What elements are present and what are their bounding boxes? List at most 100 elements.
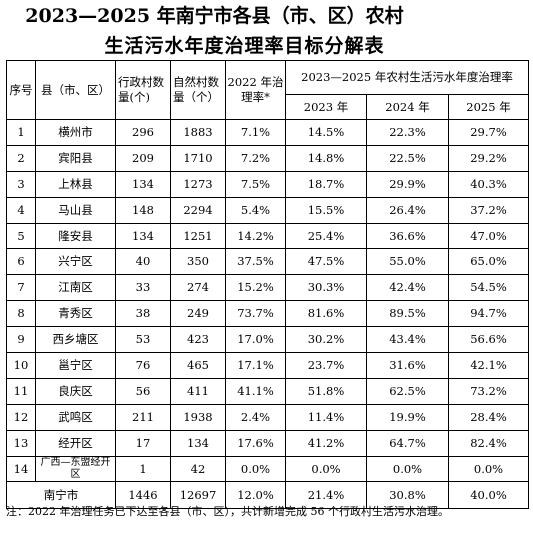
row-rate-2022: 41.1% (225, 377, 286, 405)
row-rate-2023: 18.7% (285, 170, 367, 198)
row-county: 兴宁区 (35, 248, 116, 276)
row-rate-2022: 7.1% (225, 119, 286, 146)
row-rate-2024: 19.9% (366, 403, 449, 431)
row-seq: 8 (6, 300, 36, 328)
row-rate-2022: 15.2% (225, 274, 286, 302)
document-title-line2: 生活污水年度治理率目标分解表 (104, 35, 385, 57)
row-rate-2024: 62.5% (366, 377, 449, 405)
header-county: 县（市、区） (35, 60, 116, 120)
row-natural-villages: 249 (170, 300, 226, 328)
footnote: 注：2022 年治理任务已下达至各县（市、区），共计新增完成 56 个行政村生活… (6, 505, 449, 518)
row-rate-2025: 42.1% (447, 352, 530, 379)
table-row: 10 邕宁区 76 465 17.1% 23.7% 31.6% 42.1% (6, 352, 530, 379)
row-natural-villages: 465 (170, 352, 226, 379)
total-row: 南宁市 1446 12697 12.0% 21.4% 30.8% 40.0% (6, 481, 530, 510)
row-rate-2025: 82.4% (447, 429, 530, 457)
row-rate-2024: 55.0% (366, 248, 449, 276)
row-rate-2024: 29.9% (366, 170, 449, 198)
row-rate-2023: 25.4% (285, 222, 367, 250)
row-rate-2022: 17.0% (225, 326, 286, 354)
row-seq: 14 (6, 455, 36, 483)
row-natural-villages: 350 (170, 248, 226, 276)
row-seq: 13 (6, 429, 36, 457)
table-row: 3 上林县 134 1273 7.5% 18.7% 29.9% 40.3% (6, 170, 530, 198)
header-2025: 2025 年 (447, 94, 530, 120)
row-rate-2024: 22.5% (366, 144, 449, 172)
row-admin-villages: 134 (115, 222, 171, 250)
row-rate-2025: 0.0% (447, 455, 530, 483)
table-row: 9 西乡塘区 53 423 17.0% 30.2% 43.4% 56.6% (6, 326, 530, 354)
row-rate-2025: 37.2% (447, 196, 530, 224)
row-natural-villages: 1710 (170, 144, 226, 172)
row-rate-2022: 73.7% (225, 300, 286, 328)
row-seq: 9 (6, 326, 36, 354)
row-rate-2023: 51.8% (285, 377, 367, 405)
row-rate-2024: 26.4% (366, 196, 449, 224)
row-rate-2022: 17.6% (225, 429, 286, 457)
row-rate-2024: 64.7% (366, 429, 449, 457)
row-county: 武鸣区 (35, 403, 116, 431)
table-row: 6 兴宁区 40 350 37.5% 47.5% 55.0% 65.0% (6, 248, 530, 276)
header-natural-villages: 自然村数量（个） (170, 60, 226, 120)
row-natural-villages: 134 (170, 429, 226, 457)
row-admin-villages: 76 (115, 352, 171, 379)
table-row: 11 良庆区 56 411 41.1% 51.8% 62.5% 73.2% (6, 377, 530, 405)
header-2024: 2024 年 (366, 94, 449, 120)
total-r2025: 40.0% (447, 481, 530, 510)
row-natural-villages: 1883 (170, 119, 226, 146)
total-r2022: 12.0% (225, 481, 286, 510)
row-rate-2025: 65.0% (447, 248, 530, 276)
row-admin-villages: 56 (115, 377, 171, 405)
row-seq: 4 (6, 196, 36, 224)
target-table: 序号 县（市、区） 行政村数量(个) 自然村数量（个） 2022 年治理率* 2… (6, 60, 530, 510)
header-rate-2022: 2022 年治理率* (225, 60, 286, 120)
row-rate-2022: 17.1% (225, 352, 286, 379)
row-county: 隆安县 (35, 222, 116, 250)
row-rate-2025: 28.4% (447, 403, 530, 431)
row-rate-2022: 14.2% (225, 222, 286, 250)
row-rate-2025: 56.6% (447, 326, 530, 354)
document-title-line1: 2023—2025 年南宁市各县（市、区）农村 (25, 5, 404, 27)
header-seq: 序号 (6, 60, 36, 120)
table-row: 12 武鸣区 211 1938 2.4% 11.4% 19.9% 28.4% (6, 403, 530, 431)
row-admin-villages: 296 (115, 119, 171, 146)
row-rate-2024: 0.0% (366, 455, 449, 483)
row-rate-2023: 0.0% (285, 455, 367, 483)
row-seq: 1 (6, 119, 36, 146)
row-rate-2024: 22.3% (366, 119, 449, 146)
row-natural-villages: 2294 (170, 196, 226, 224)
row-rate-2023: 30.3% (285, 274, 367, 302)
row-seq: 7 (6, 274, 36, 302)
row-county: 上林县 (35, 170, 116, 198)
row-county: 广西—东盟经开区 (35, 455, 116, 483)
table-row: 8 青秀区 38 249 73.7% 81.6% 89.5% 94.7% (6, 300, 530, 328)
row-rate-2022: 7.2% (225, 144, 286, 172)
row-county: 邕宁区 (35, 352, 116, 379)
row-seq: 3 (6, 170, 36, 198)
row-admin-villages: 38 (115, 300, 171, 328)
row-rate-2025: 47.0% (447, 222, 530, 250)
row-seq: 6 (6, 248, 36, 276)
row-admin-villages: 33 (115, 274, 171, 302)
row-seq: 11 (6, 377, 36, 405)
row-natural-villages: 411 (170, 377, 226, 405)
header-group-title: 2023—2025 年农村生活污水年度治理率 (284, 60, 530, 95)
row-rate-2023: 14.5% (285, 119, 367, 146)
row-natural-villages: 1938 (170, 403, 226, 431)
row-admin-villages: 134 (115, 170, 171, 198)
row-rate-2022: 37.5% (225, 248, 286, 276)
row-admin-villages: 211 (115, 403, 171, 431)
row-admin-villages: 148 (115, 196, 171, 224)
row-natural-villages: 423 (170, 326, 226, 354)
row-county: 经开区 (35, 429, 116, 457)
row-natural-villages: 274 (170, 274, 226, 302)
table-row: 1 横州市 296 1883 7.1% 14.5% 22.3% 29.7% (6, 119, 530, 146)
table-row: 7 江南区 33 274 15.2% 30.3% 42.4% 54.5% (6, 274, 530, 302)
row-rate-2025: 73.2% (447, 377, 530, 405)
row-rate-2023: 11.4% (285, 403, 367, 431)
row-rate-2023: 23.7% (285, 352, 367, 379)
row-rate-2025: 40.3% (447, 170, 530, 198)
row-county: 西乡塘区 (35, 326, 116, 354)
row-rate-2023: 30.2% (285, 326, 367, 354)
total-label: 南宁市 (6, 481, 116, 510)
